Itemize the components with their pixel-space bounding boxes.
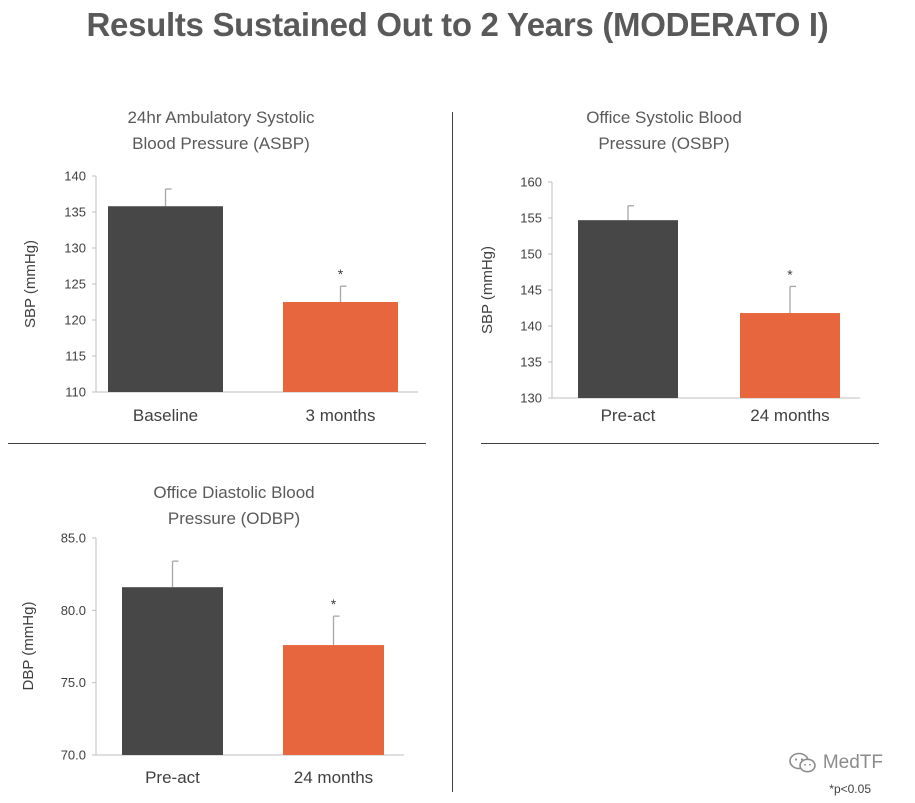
bar-followup (740, 313, 840, 398)
category-label: Baseline (133, 406, 198, 425)
vertical-divider (452, 112, 453, 792)
y-tick-label: 145 (520, 283, 542, 298)
y-axis-label: SBP (mmHg) (22, 240, 39, 328)
chart-title-line: Pressure (OSBP) (598, 134, 729, 153)
y-tick-label: 120 (64, 313, 86, 328)
y-tick-label: 140 (520, 319, 542, 334)
significance-mark: * (331, 596, 337, 612)
y-tick-label: 130 (64, 241, 86, 256)
category-label: 24 months (294, 768, 373, 787)
slide-title: Results Sustained Out to 2 Years (MODERA… (86, 6, 829, 43)
category-label: Pre-act (145, 768, 200, 787)
divider-right (481, 443, 879, 444)
watermark: MedTF (789, 752, 883, 774)
y-tick-label: 135 (64, 205, 86, 220)
significance-mark: * (338, 266, 344, 282)
category-label: Pre-act (601, 406, 656, 425)
category-label: 24 months (750, 406, 829, 425)
y-tick-label: 75.0 (61, 675, 86, 690)
significance-footnote: *p<0.05 (829, 782, 871, 796)
significance-mark: * (787, 266, 793, 282)
chart-title-line: 24hr Ambulatory Systolic (127, 108, 315, 127)
y-tick-label: 130 (520, 391, 542, 406)
category-label: 3 months (306, 406, 376, 425)
y-tick-label: 155 (520, 211, 542, 226)
y-axis-label: DBP (mmHg) (20, 602, 37, 691)
chart-title-line: Office Diastolic Blood (153, 483, 314, 502)
chart-title-line: Office Systolic Blood (586, 108, 742, 127)
y-axis-label: SBP (mmHg) (479, 246, 496, 334)
wechat-icon (789, 752, 816, 773)
bar-baseline (108, 206, 223, 392)
y-tick-label: 140 (64, 169, 86, 184)
y-tick-label: 110 (65, 385, 86, 400)
y-tick-label: 115 (65, 349, 86, 364)
divider-left (8, 443, 426, 444)
y-tick-label: 125 (64, 277, 86, 292)
chart-title-line: Pressure (ODBP) (168, 509, 300, 528)
watermark-text: MedTF (822, 752, 883, 773)
chart-title-line: Blood Pressure (ASBP) (132, 134, 310, 153)
y-tick-label: 70.0 (61, 748, 86, 763)
y-tick-label: 150 (520, 247, 542, 262)
bar-followup (283, 645, 384, 755)
y-tick-label: 160 (520, 175, 542, 190)
bar-baseline (122, 587, 223, 755)
bar-followup (283, 302, 398, 392)
bar-baseline (578, 220, 678, 398)
y-tick-label: 80.0 (61, 603, 86, 618)
y-tick-label: 135 (520, 355, 542, 370)
y-tick-label: 85.0 (61, 531, 86, 546)
